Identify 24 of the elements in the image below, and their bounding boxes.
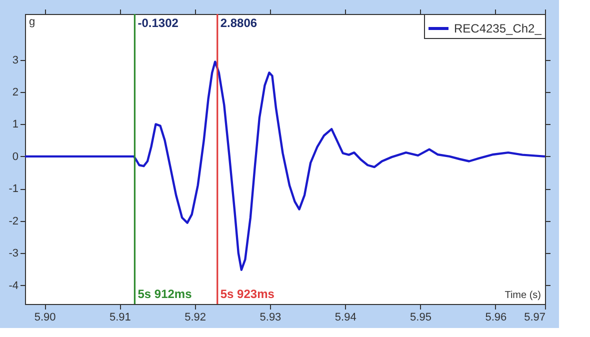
x-tick-label: 5.92 [184, 312, 206, 324]
ref-line-label: 5s 923ms [220, 287, 275, 301]
legend-label: REC4235_Ch2_ [454, 22, 542, 36]
x-tick-label: 5.90 [34, 312, 56, 324]
annotation: -0.1302 [138, 16, 179, 30]
y-tick-label: -4 [8, 280, 18, 292]
x-tick-label: 5.96 [485, 312, 507, 324]
y-tick-label: 0 [12, 150, 18, 163]
y-tick-label: 3 [12, 54, 18, 66]
y-tick-label: -1 [8, 183, 18, 196]
y-tick-label: 1 [12, 118, 18, 131]
x-tick-label: 5.91 [109, 312, 131, 324]
annotation: 2.8806 [220, 16, 258, 30]
y-axis-title: g [29, 16, 36, 28]
x-tick-label: 5.95 [410, 312, 432, 324]
x-axis-title: Time (s) [504, 290, 541, 301]
y-tick-label: -2 [8, 215, 18, 228]
ref-line-label: 5s 912ms [138, 287, 192, 301]
line-series [25, 60, 545, 271]
x-tick-label: 5.97 [524, 312, 546, 324]
y-tick-label: 2 [12, 86, 18, 98]
y-tick-label: -3 [8, 248, 18, 260]
x-tick-label: 5.94 [334, 312, 356, 324]
x-tick-label: 5.93 [260, 312, 282, 324]
